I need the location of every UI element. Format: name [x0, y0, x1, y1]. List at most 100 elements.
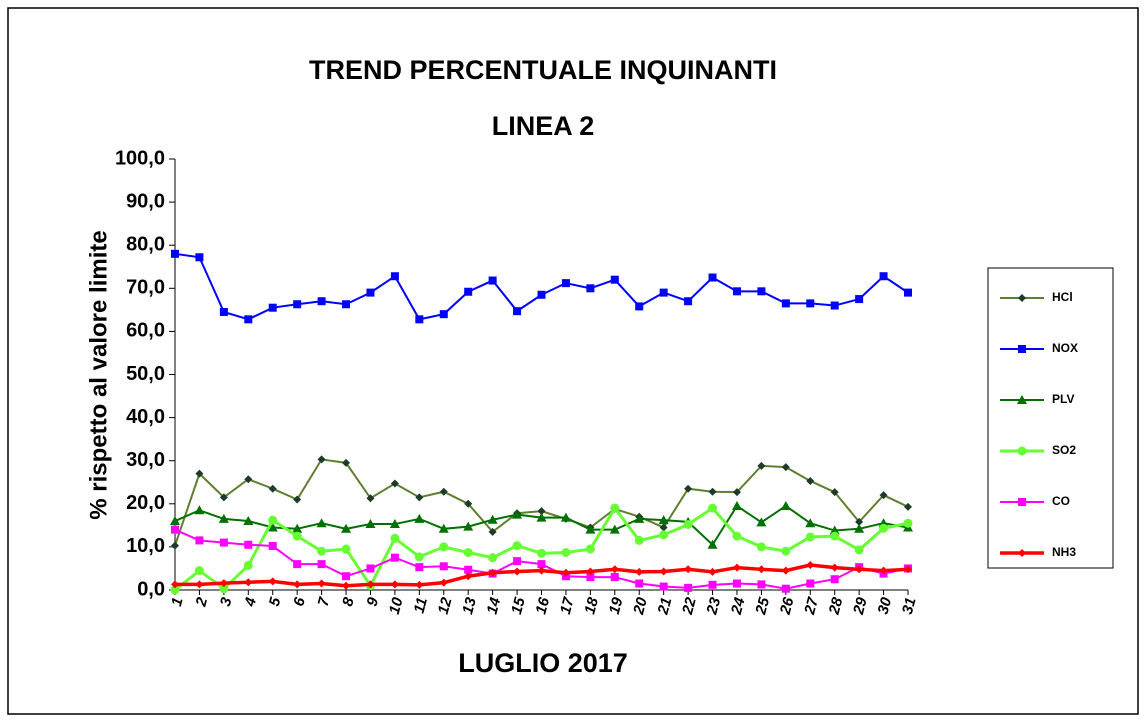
data-point: [756, 542, 766, 552]
data-point: [439, 310, 448, 319]
x-tick-label: 25: [752, 595, 773, 617]
data-point: [439, 562, 448, 571]
y-tick-label: 70,0: [126, 277, 165, 299]
data-point: [390, 272, 399, 281]
data-point: [537, 566, 546, 575]
data-point: [855, 295, 864, 304]
data-point: [757, 580, 766, 589]
data-point: [219, 538, 228, 547]
data-point: [684, 583, 693, 592]
x-tick-label: 17: [557, 595, 578, 616]
data-point: [536, 512, 547, 522]
data-point: [292, 523, 303, 533]
data-point: [171, 525, 179, 534]
data-point: [830, 563, 839, 572]
data-point: [537, 548, 546, 558]
data-point: [854, 545, 864, 555]
data-point: [830, 575, 839, 584]
legend-label: HCl: [1052, 290, 1073, 304]
data-point: [439, 578, 448, 587]
x-tick-label: 20: [630, 595, 651, 617]
data-point: [268, 542, 277, 551]
y-tick-label: 80,0: [126, 233, 165, 255]
data-point: [585, 544, 595, 554]
data-point: [707, 539, 718, 549]
data-point: [267, 522, 278, 532]
data-point: [731, 500, 742, 510]
data-point: [218, 513, 229, 523]
data-point: [634, 535, 644, 545]
data-point: [904, 565, 912, 574]
data-point: [268, 577, 277, 586]
data-point: [806, 476, 815, 485]
data-point: [537, 560, 546, 569]
x-tick-label: 12: [435, 595, 456, 616]
y-tick-label: 90,0: [126, 190, 165, 212]
data-point: [414, 552, 424, 562]
data-point: [171, 580, 179, 589]
data-point: [317, 546, 327, 556]
data-point: [879, 272, 888, 281]
data-point: [463, 521, 474, 531]
y-tick-label: 50,0: [126, 363, 165, 385]
data-point: [243, 560, 253, 570]
data-point: [586, 567, 595, 576]
data-point: [195, 253, 204, 262]
data-point: [659, 288, 668, 297]
data-point: [219, 493, 228, 502]
x-tick-label: 27: [801, 595, 822, 617]
data-point: [879, 523, 889, 533]
data-point: [879, 566, 888, 575]
data-point: [830, 531, 840, 541]
x-tick-label: 31: [899, 596, 920, 617]
data-point: [366, 580, 375, 589]
data-point: [609, 524, 620, 534]
data-point: [244, 578, 253, 587]
data-point: [513, 557, 522, 566]
data-point: [585, 524, 596, 534]
data-point: [171, 541, 179, 550]
data-point: [659, 567, 668, 576]
x-tick-label: 26: [777, 595, 798, 617]
data-point: [757, 565, 766, 574]
data-point: [512, 509, 523, 519]
x-axis-label: LUGLIO 2017: [458, 648, 628, 678]
data-point: [904, 288, 912, 297]
data-point: [610, 565, 619, 574]
data-point: [635, 579, 644, 588]
data-point: [488, 276, 497, 285]
data-point: [659, 530, 669, 540]
data-point: [830, 301, 839, 310]
data-point: [561, 548, 571, 558]
data-point: [708, 580, 717, 589]
data-point: [268, 515, 278, 525]
data-point: [390, 533, 400, 543]
x-tick-label: 13: [459, 595, 480, 616]
y-axis-label: % rispetto al valore limite: [85, 230, 112, 519]
data-point: [389, 519, 400, 529]
data-point: [219, 308, 228, 317]
data-point: [171, 249, 179, 258]
data-point: [537, 290, 546, 299]
data-point: [317, 579, 326, 588]
data-point: [487, 514, 498, 524]
data-point: [366, 564, 375, 573]
data-point: [342, 300, 351, 309]
data-point: [439, 487, 448, 496]
data-point: [708, 487, 717, 496]
data-point: [659, 523, 668, 532]
data-point: [806, 561, 815, 570]
data-point: [805, 518, 816, 528]
data-point: [365, 519, 376, 529]
legend-label: NOX: [1052, 341, 1078, 355]
data-point: [268, 303, 277, 312]
data-point: [904, 502, 912, 511]
data-point: [781, 584, 790, 593]
data-point: [195, 469, 204, 478]
data-point: [684, 484, 693, 493]
data-point: [586, 573, 595, 582]
y-tick-label: 100,0: [115, 147, 165, 169]
data-point: [732, 287, 741, 296]
x-tick-label: 11: [411, 596, 431, 615]
